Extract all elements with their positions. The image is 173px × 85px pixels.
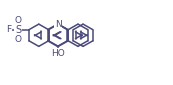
Text: N: N: [55, 20, 62, 29]
Text: O: O: [15, 15, 22, 24]
Text: S: S: [15, 25, 21, 35]
Text: O: O: [15, 35, 22, 44]
Text: HO: HO: [52, 49, 65, 58]
Text: F: F: [6, 25, 11, 34]
